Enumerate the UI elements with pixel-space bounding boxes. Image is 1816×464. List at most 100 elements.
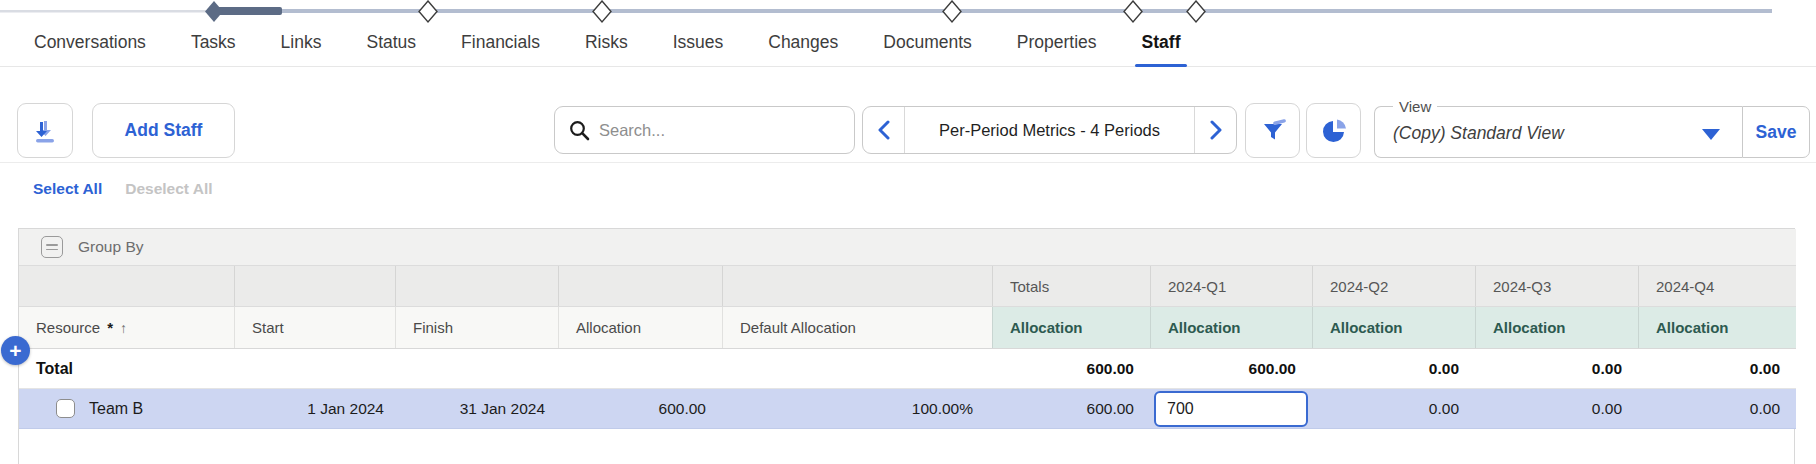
staff-page: Conversations Tasks Links Status Financi… bbox=[0, 0, 1816, 464]
add-row-button[interactable]: + bbox=[1, 336, 30, 365]
milestone-marker-filled bbox=[205, 1, 223, 22]
tab-conversations[interactable]: Conversations bbox=[33, 20, 147, 66]
period-selector-label[interactable]: Per-Period Metrics - 4 Periods bbox=[904, 107, 1195, 153]
staff-grid: Group By Totals 2024-Q1 2024-Q2 2024-Q3 … bbox=[18, 228, 1795, 464]
column-header-q3-allocation[interactable]: Allocation bbox=[1475, 307, 1638, 348]
total-q2-value: 0.00 bbox=[1312, 349, 1475, 388]
tab-financials[interactable]: Financials bbox=[460, 20, 541, 66]
period-header-row: Totals 2024-Q1 2024-Q2 2024-Q3 2024-Q4 bbox=[19, 266, 1796, 307]
timeline-progress-segment bbox=[214, 7, 282, 15]
total-row: Total 600.00 600.00 0.00 0.00 0.00 bbox=[19, 349, 1796, 389]
total-q4-value: 0.00 bbox=[1638, 349, 1796, 388]
period-header-spacer bbox=[395, 266, 558, 306]
plus-icon: + bbox=[9, 339, 21, 363]
q4-allocation-cell[interactable]: 0.00 bbox=[1638, 389, 1796, 428]
tab-status[interactable]: Status bbox=[365, 20, 417, 66]
view-selector[interactable]: View (Copy) Standard View bbox=[1374, 106, 1742, 158]
tab-changes[interactable]: Changes bbox=[767, 20, 839, 66]
triangle-down-icon[interactable] bbox=[1702, 129, 1720, 140]
column-header-totals-allocation[interactable]: Allocation bbox=[992, 307, 1150, 348]
column-header-q1-allocation[interactable]: Allocation bbox=[1150, 307, 1312, 348]
search-input[interactable] bbox=[599, 121, 854, 140]
milestone-marker bbox=[943, 1, 961, 22]
period-header-2024-q3: 2024-Q3 bbox=[1475, 266, 1638, 306]
view-selector-group: View (Copy) Standard View Save bbox=[1374, 97, 1812, 158]
period-header-spacer bbox=[722, 266, 992, 306]
column-header-start[interactable]: Start bbox=[234, 307, 395, 348]
next-period-button[interactable] bbox=[1195, 107, 1236, 153]
totals-cell: 600.00 bbox=[992, 389, 1150, 428]
resource-cell: Team B bbox=[19, 389, 234, 428]
group-by-label: Group By bbox=[78, 238, 143, 256]
total-totals-value: 600.00 bbox=[992, 349, 1150, 388]
timeline-track-right bbox=[214, 9, 1772, 13]
milestone-marker bbox=[593, 1, 611, 22]
period-navigator: Per-Period Metrics - 4 Periods bbox=[862, 106, 1237, 154]
total-q3-value: 0.00 bbox=[1475, 349, 1638, 388]
selection-controls: Select All Deselect All bbox=[33, 180, 213, 198]
q1-allocation-edit-input[interactable] bbox=[1154, 391, 1308, 427]
total-row-label: Total bbox=[19, 349, 234, 388]
column-header-q2-allocation[interactable]: Allocation bbox=[1312, 307, 1475, 348]
column-header-row: Resource * ↑ Start Finish Allocation Def… bbox=[19, 307, 1796, 349]
tab-risks[interactable]: Risks bbox=[584, 20, 629, 66]
select-all-link[interactable]: Select All bbox=[33, 180, 102, 198]
sort-ascending-icon[interactable]: ↑ bbox=[120, 320, 127, 336]
view-selector-value: (Copy) Standard View bbox=[1393, 123, 1673, 144]
import-icon bbox=[30, 116, 60, 146]
milestone-marker bbox=[1124, 1, 1142, 22]
column-header-default-allocation[interactable]: Default Allocation bbox=[722, 307, 992, 348]
staff-row-team-b[interactable]: Team B 1 Jan 2024 31 Jan 2024 600.00 100… bbox=[19, 389, 1796, 429]
import-button[interactable] bbox=[17, 103, 73, 158]
tab-documents[interactable]: Documents bbox=[882, 20, 973, 66]
period-header-2024-q1: 2024-Q1 bbox=[1150, 266, 1312, 306]
timeline-track-left bbox=[0, 10, 214, 13]
search-icon bbox=[569, 120, 590, 141]
period-header-2024-q4: 2024-Q4 bbox=[1638, 266, 1796, 306]
search-box[interactable] bbox=[554, 106, 855, 154]
column-header-finish[interactable]: Finish bbox=[395, 307, 558, 348]
chevron-left-icon bbox=[877, 120, 891, 140]
finish-cell[interactable]: 31 Jan 2024 bbox=[395, 389, 558, 428]
view-selector-caption: View bbox=[1393, 98, 1437, 115]
save-view-button[interactable]: Save bbox=[1742, 106, 1810, 158]
period-header-spacer bbox=[19, 266, 234, 306]
period-header-spacer bbox=[558, 266, 722, 306]
tab-tasks[interactable]: Tasks bbox=[190, 20, 237, 66]
tab-bar: Conversations Tasks Links Status Financi… bbox=[0, 20, 1816, 67]
total-q1-value: 600.00 bbox=[1150, 349, 1312, 388]
add-staff-label: Add Staff bbox=[125, 120, 203, 141]
q1-allocation-cell bbox=[1150, 389, 1312, 428]
chevron-right-icon bbox=[1209, 120, 1223, 140]
period-header-totals: Totals bbox=[992, 266, 1150, 306]
filter-button[interactable] bbox=[1245, 103, 1300, 158]
group-by-bar[interactable]: Group By bbox=[19, 229, 1796, 266]
pie-chart-icon bbox=[1320, 117, 1348, 145]
default-allocation-cell[interactable]: 100.00% bbox=[722, 389, 992, 428]
start-cell[interactable]: 1 Jan 2024 bbox=[234, 389, 395, 428]
tab-properties[interactable]: Properties bbox=[1016, 20, 1098, 66]
allocation-cell[interactable]: 600.00 bbox=[558, 389, 722, 428]
q3-allocation-cell[interactable]: 0.00 bbox=[1475, 389, 1638, 428]
required-icon: * bbox=[107, 319, 113, 336]
tab-links[interactable]: Links bbox=[280, 20, 323, 66]
period-header-spacer bbox=[234, 266, 395, 306]
previous-period-button[interactable] bbox=[863, 107, 904, 153]
add-staff-button[interactable]: Add Staff bbox=[92, 103, 235, 158]
filter-funnel-icon bbox=[1259, 117, 1287, 145]
tab-issues[interactable]: Issues bbox=[672, 20, 725, 66]
period-header-2024-q2: 2024-Q2 bbox=[1312, 266, 1475, 306]
save-label: Save bbox=[1756, 122, 1797, 143]
pie-chart-button[interactable] bbox=[1306, 103, 1361, 158]
toolbar: Add Staff Per-Period Metrics - 4 Periods bbox=[0, 67, 1816, 163]
resource-name: Team B bbox=[89, 400, 143, 418]
column-header-allocation[interactable]: Allocation bbox=[558, 307, 722, 348]
column-header-resource[interactable]: Resource * ↑ bbox=[19, 307, 234, 348]
q2-allocation-cell[interactable]: 0.00 bbox=[1312, 389, 1475, 428]
group-by-icon bbox=[41, 236, 63, 258]
row-checkbox[interactable] bbox=[56, 399, 75, 418]
tab-staff[interactable]: Staff bbox=[1141, 20, 1182, 66]
column-header-q4-allocation[interactable]: Allocation bbox=[1638, 307, 1796, 348]
milestone-marker bbox=[1187, 1, 1205, 22]
milestone-marker bbox=[419, 1, 437, 22]
